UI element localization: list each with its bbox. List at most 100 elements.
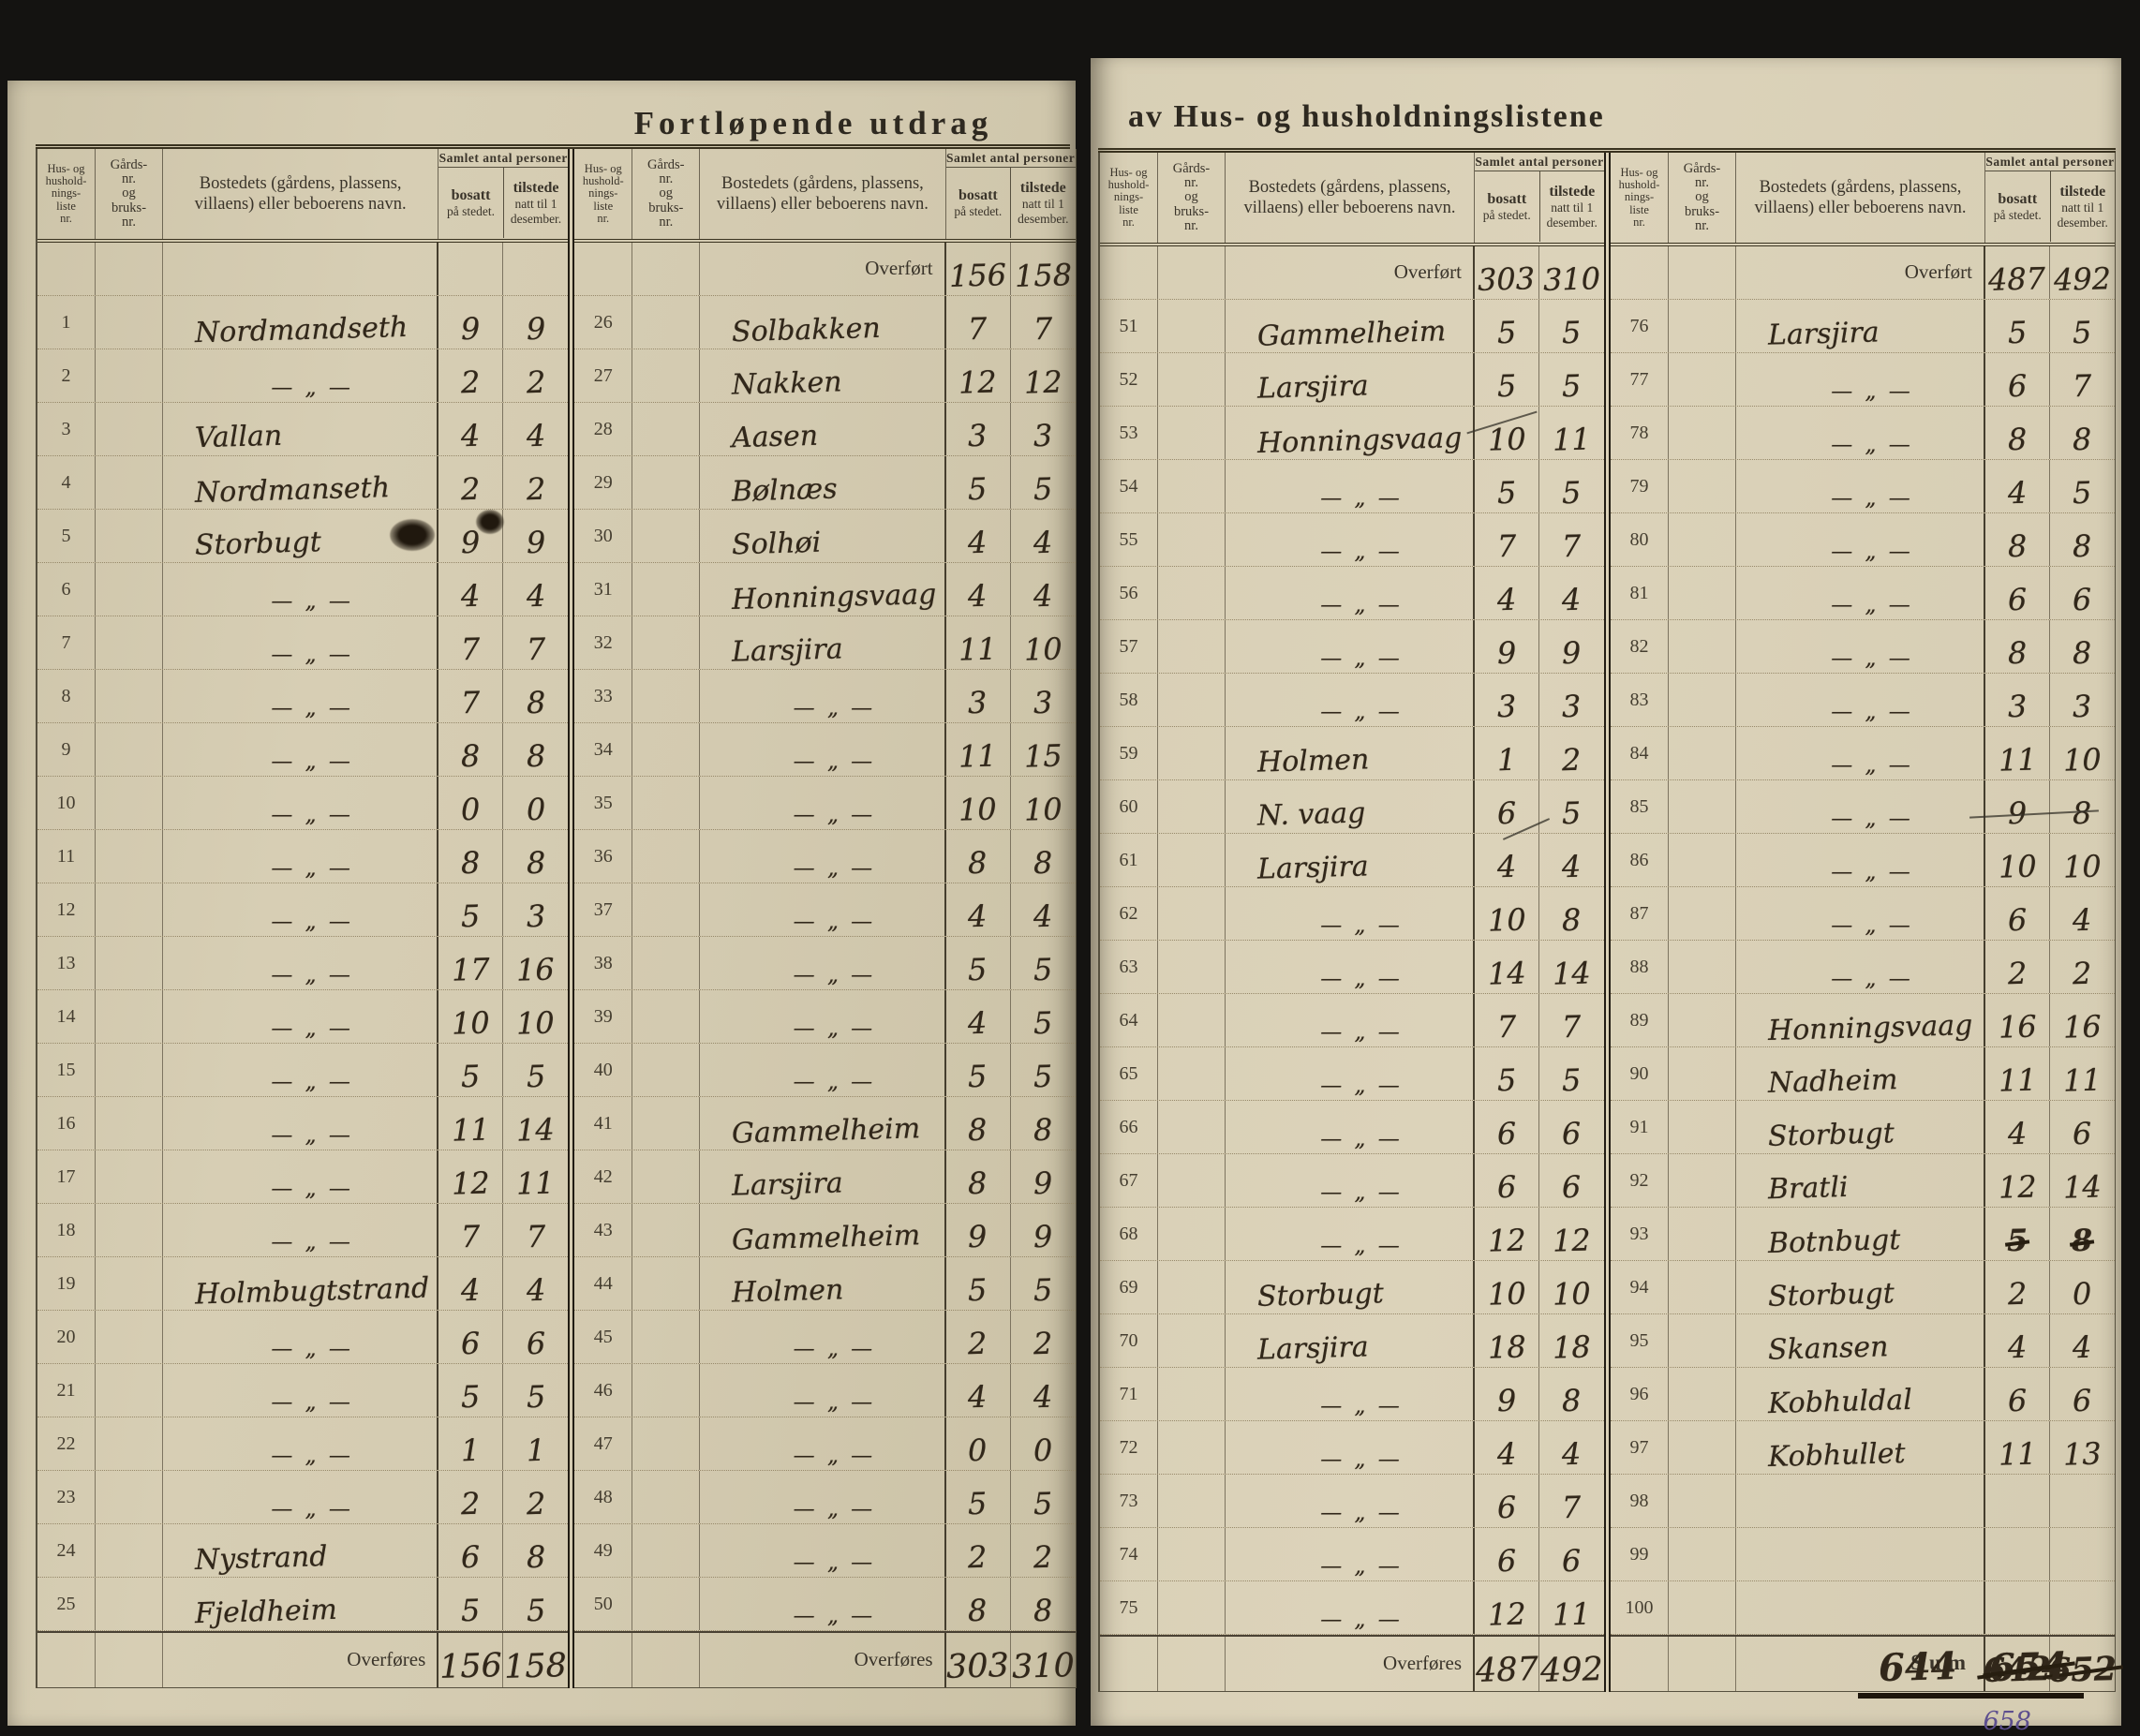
bosatt-cell: 5 bbox=[1475, 460, 1539, 512]
table-row: 60 N. vaag 6 5 bbox=[1100, 780, 1604, 834]
handwritten-count: 4 bbox=[1033, 577, 1053, 615]
row-number-cell: 92 bbox=[1611, 1154, 1669, 1207]
handwritten-count: 6 bbox=[1496, 1115, 1517, 1152]
handwritten-count: 4 bbox=[967, 898, 988, 935]
handwritten-count: 17 bbox=[451, 951, 491, 988]
handwritten-count: 2 bbox=[526, 470, 546, 508]
column-header-farm-nr: Gårds-nr. og bruks-nr. bbox=[632, 149, 701, 239]
residence-name-cell: Kobhullet bbox=[1736, 1421, 1985, 1474]
tilstede-cell: 11 bbox=[1539, 1581, 1604, 1634]
row-number-cell: 51 bbox=[1100, 300, 1158, 352]
row-number-cell: 87 bbox=[1611, 887, 1669, 940]
handwritten-count: 8 bbox=[2071, 1222, 2094, 1259]
bosatt-cell: 9 bbox=[438, 510, 504, 562]
handwritten-count: 7 bbox=[1496, 1008, 1517, 1046]
row-number-cell: 86 bbox=[1611, 834, 1669, 886]
table-row: 100 bbox=[1611, 1581, 2115, 1635]
tilstede-cell: 4 bbox=[1011, 883, 1076, 936]
farm-nr-cell bbox=[96, 243, 163, 295]
sub-header-bosatt-bold: bosatt bbox=[958, 186, 998, 203]
tilstede-cell: 11 bbox=[503, 1150, 568, 1203]
header-line: Gårds- bbox=[1172, 160, 1211, 176]
handwritten-count: 11 bbox=[451, 1111, 491, 1149]
residence-name-cell: — „ — bbox=[1226, 1101, 1475, 1153]
farm-nr-cell bbox=[632, 830, 701, 883]
farm-nr-cell bbox=[632, 616, 701, 669]
residence-name-cell: Larsjira bbox=[1226, 834, 1475, 886]
tilstede-cell: 5 bbox=[1539, 353, 1604, 406]
bosatt-cell: 16 bbox=[1985, 994, 2050, 1046]
row-number-cell: 98 bbox=[1611, 1475, 1669, 1527]
row-number-cell: 59 bbox=[1100, 727, 1158, 779]
handwritten-count: 8 bbox=[526, 1538, 546, 1576]
row-number-cell: 26 bbox=[574, 296, 633, 349]
handwritten-count: 6 bbox=[1496, 1168, 1517, 1206]
handwritten-count: 0 bbox=[460, 791, 481, 828]
tilstede-cell: 5 bbox=[1011, 1257, 1076, 1310]
residence-name-cell: Holmen bbox=[700, 1257, 946, 1310]
row-number-cell: 38 bbox=[574, 937, 633, 989]
header-line: bruks- bbox=[1173, 203, 1210, 219]
tilstede-cell: 3 bbox=[1539, 674, 1604, 726]
sub-header-tilstede-bold: tilstede bbox=[513, 180, 559, 197]
sub-header-bosatt: bosatt på stedet. bbox=[438, 168, 503, 238]
bosatt-cell: 5 bbox=[946, 456, 1011, 509]
ditto-mark: — „ — bbox=[1320, 967, 1403, 991]
row-number-cell: 54 bbox=[1100, 460, 1158, 512]
row-number-cell: 53 bbox=[1100, 407, 1158, 459]
handwritten-count: 5 bbox=[2072, 314, 2093, 351]
farm-nr-cell bbox=[1158, 1637, 1226, 1691]
carry-in-row: Overført 303 310 bbox=[1100, 246, 1604, 300]
bosatt-cell: 8 bbox=[946, 830, 1011, 883]
tilstede-cell: 7 bbox=[1539, 994, 1604, 1046]
farm-nr-cell bbox=[96, 296, 163, 349]
handwritten-place-name: Holmbugtstrand bbox=[194, 1271, 430, 1312]
handwritten-place-name: Storbugt bbox=[194, 526, 322, 562]
table-row: 32 Larsjira 11 10 bbox=[574, 616, 1076, 670]
row-number-cell: 21 bbox=[37, 1364, 96, 1417]
handwritten-count: 310 bbox=[1011, 1647, 1076, 1686]
farm-nr-cell bbox=[1669, 513, 1736, 566]
handwritten-count: 0 bbox=[967, 1432, 988, 1469]
table-row: 26 Solbakken 7 7 bbox=[574, 296, 1076, 349]
handwritten-count: 5 bbox=[526, 1592, 546, 1629]
handwritten-count: 10 bbox=[1023, 631, 1063, 668]
farm-nr-cell bbox=[1158, 300, 1226, 352]
farm-nr-cell bbox=[632, 990, 701, 1043]
tilstede-cell: 14 bbox=[503, 1097, 568, 1150]
table-row: 82 — „ — 8 8 bbox=[1611, 620, 2115, 674]
handwritten-count: 12 bbox=[1487, 1222, 1526, 1259]
residence-name-cell: Solbakken bbox=[700, 296, 946, 349]
tilstede-cell: 4 bbox=[2050, 887, 2115, 940]
residence-name-cell: — „ — bbox=[1226, 460, 1475, 512]
farm-nr-cell bbox=[96, 1150, 163, 1203]
bosatt-cell: 12 bbox=[1985, 1154, 2050, 1207]
ditto-mark: — „ — bbox=[1320, 593, 1403, 617]
table-row: 73 — „ — 6 7 bbox=[1100, 1475, 1604, 1528]
ditto-mark: — „ — bbox=[1831, 807, 1913, 831]
handwritten-count: 310 bbox=[1542, 260, 1601, 298]
handwritten-count: 3 bbox=[1496, 688, 1517, 725]
bosatt-cell: 11 bbox=[1985, 727, 2050, 779]
handwritten-count: 9 bbox=[1033, 1218, 1053, 1255]
table-row: 66— „ —6 6 bbox=[1100, 1101, 1604, 1154]
row-number-cell: 75 bbox=[1100, 1581, 1158, 1634]
handwritten-place-name: Solbakken bbox=[731, 311, 882, 349]
tilstede-cell: 5 bbox=[1011, 1044, 1076, 1096]
column-header-farm-nr: Gårds-nr. og bruks-nr. bbox=[1158, 153, 1226, 243]
table-row: 79 — „ — 4 5 bbox=[1611, 460, 2115, 513]
residence-name-cell: Nordmanseth bbox=[163, 456, 439, 510]
residence-name-cell: — „ — bbox=[700, 1364, 946, 1417]
handwritten-count: 10 bbox=[1023, 791, 1063, 828]
farm-nr-cell bbox=[1158, 994, 1226, 1046]
ink-blot bbox=[390, 519, 435, 551]
total-label-cell: Overføres bbox=[1226, 1637, 1475, 1691]
farm-nr-cell bbox=[632, 777, 701, 829]
residence-name-cell: Botnbugt bbox=[1736, 1208, 1985, 1260]
handwritten-count: 11 bbox=[1998, 1061, 2037, 1099]
residence-name-cell: — „ — bbox=[700, 990, 946, 1043]
header-line: liste bbox=[56, 199, 76, 213]
total-bosatt-cell: 156 bbox=[438, 1633, 504, 1687]
tilstede-cell: 2 bbox=[503, 456, 568, 509]
